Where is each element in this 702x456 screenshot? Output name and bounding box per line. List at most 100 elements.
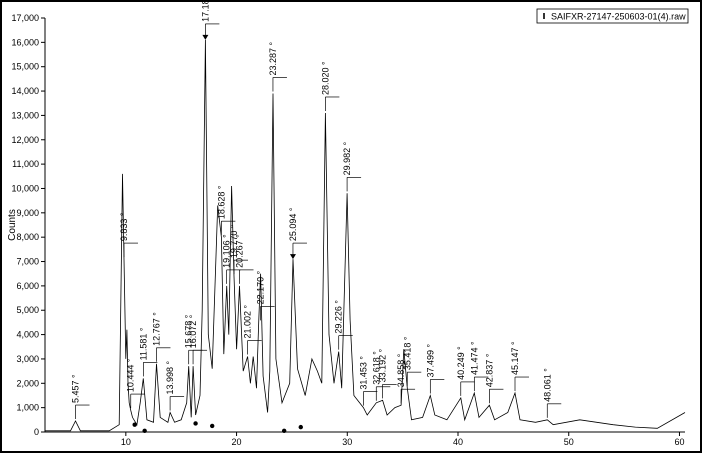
y-tick-label: 12,000 (11, 135, 39, 145)
peak-label-text: 9.833 ° (119, 212, 129, 241)
peak-label-text: 21.002 ° (243, 304, 253, 338)
peak-label-text: 22.170 ° (256, 270, 266, 304)
peak-label: 12.767 ° (151, 312, 171, 362)
legend: SAIFXR-27147-250603-01(4).raw (536, 8, 689, 24)
peak-label-text: 13.998 ° (165, 360, 175, 394)
peak-label-text: 5.457 ° (71, 374, 81, 403)
y-tick-label: 1,000 (16, 403, 39, 413)
y-tick-label: 10,000 (11, 183, 39, 193)
peak-label-text: 32.618 ° (371, 351, 381, 385)
peak-label: 29.226 ° (334, 300, 353, 350)
y-tick-label: 2,000 (16, 378, 39, 388)
y-tick-label: 15,000 (11, 62, 39, 72)
xrd-pattern-chart: 0 1,000 2,000 3,000 4,000 5,000 6,000 7,000 8,00… (7, 0, 689, 447)
marker-dot (209, 423, 215, 429)
markers (132, 34, 303, 433)
plot-area: 0 1,000 2,000 3,000 4,000 5,000 6,000 7,000 8,00… (11, 0, 686, 447)
peak-label: 23.287 ° (268, 41, 287, 92)
peak-label: 13.998 ° (165, 360, 185, 411)
marker-dot (132, 422, 137, 427)
peak-label-text: 28.020 ° (320, 61, 330, 95)
peak-label: 31.453 ° (358, 356, 378, 406)
peak-label-text: 41.474 ° (469, 341, 479, 375)
peak-label: 5.457 ° (71, 374, 90, 420)
peak-label-text: 19.106 ° (222, 234, 232, 268)
peak-label: 18.628 ° (216, 185, 236, 236)
peak-label: 11.581 ° (138, 327, 158, 377)
peak-label: 29.982 ° (342, 141, 362, 192)
peak-labels: 5.457 ° 9.833 ° 10.444 °11.581 ° 12.767 ° 13… (71, 0, 562, 420)
marker-triangle (289, 254, 296, 260)
peak-label-text: 37.499 ° (425, 343, 435, 377)
x-ticks: 10 20 30 40 50 60 (121, 432, 684, 447)
y-tick-label: 7,000 (16, 257, 39, 267)
peak-label: 22.170 ° (256, 270, 275, 321)
y-tick-label: 13,000 (11, 110, 39, 120)
peak-label: 41.474 ° (469, 341, 489, 392)
peak-label: 35.418 ° (402, 336, 422, 387)
peak-label: 40.249 ° (456, 346, 475, 396)
marker-dot (298, 424, 303, 430)
peak-label: 42.837 ° (484, 353, 504, 404)
peak-label-text: 16.072 ° (188, 314, 198, 348)
legend-entry: SAIFXR-27147-250603-01(4).raw (551, 12, 686, 22)
peak-label: 45.147 ° (510, 341, 530, 392)
marker-triangle (202, 34, 209, 40)
y-tick-label: 0 (34, 427, 39, 437)
peak-label-text: 11.581 ° (138, 327, 148, 360)
x-tick-label: 50 (564, 437, 574, 447)
peak-label-text: 40.249 ° (456, 346, 466, 380)
marker-dot (281, 428, 287, 433)
peak-label: 34.858 ° (396, 353, 416, 404)
series-line (45, 39, 686, 432)
peak-label-text: 15.678 ° (184, 314, 194, 348)
peak-label: 19.106 ° (222, 234, 241, 284)
peak-label: 48.061 ° (542, 368, 562, 418)
y-tick-label: 9,000 (16, 208, 39, 218)
peak-label: 21.002 ° (243, 304, 262, 355)
peak-label-text: 45.147 ° (510, 341, 520, 375)
peak-label-text: 33.192 ° (378, 348, 388, 382)
y-tick-label: 8,000 (16, 232, 39, 242)
peak-label-text: 42.837 ° (484, 353, 494, 387)
peak-label: 28.020 ° (320, 61, 340, 111)
peak-label-text: 18.628 ° (216, 185, 226, 219)
peak-label-text: 31.453 ° (358, 356, 368, 390)
peak-label-text: 25.094 ° (288, 207, 298, 241)
peak-label-text: 29.982 ° (342, 141, 352, 175)
x-tick-label: 60 (674, 437, 684, 447)
x-tick-label: 40 (453, 437, 463, 447)
y-tick-label: 4,000 (16, 330, 39, 340)
peak-label: 32.618 ° (371, 351, 391, 401)
y-tick-label: 16,000 (11, 37, 39, 47)
y-tick-label: 17,000 (11, 13, 39, 23)
peak-label-text: 10.444 ° (126, 358, 136, 392)
marker-dot (142, 428, 147, 433)
x-tick-label: 10 (121, 437, 131, 447)
x-tick-label: 30 (342, 437, 352, 447)
y-axis-title: Counts (7, 209, 18, 241)
peak-label-text: 23.287 ° (268, 41, 278, 75)
legend-box (536, 8, 689, 24)
peak-label-text: 29.226 ° (334, 300, 344, 334)
peak-label: 10.444 ° (126, 358, 145, 409)
peak-label: 19.770 ° (229, 224, 249, 275)
marker-dot (193, 421, 198, 426)
peak-label-text: 12.767 ° (151, 312, 161, 346)
peak-label-text: 19.770 ° (229, 224, 239, 258)
peak-label-text: 34.858 ° (396, 353, 406, 387)
y-tick-label: 6,000 (16, 281, 39, 291)
y-tick-label: 11,000 (12, 159, 39, 169)
peak-label-text: 17.184 ° (200, 2, 210, 22)
peak-label: 20.267 ° (235, 234, 254, 284)
peak-label: 33.192 ° (378, 348, 397, 399)
y-tick-label: 3,000 (16, 354, 39, 364)
peak-label: 16.072 ° (188, 314, 208, 365)
peak-label-text: 20.267 ° (235, 234, 245, 268)
y-tick-label: 14,000 (11, 86, 39, 96)
peak-label-text: 48.061 ° (542, 368, 552, 402)
y-ticks: 0 1,000 2,000 3,000 4,000 5,000 6,000 7,000 8,00… (11, 13, 45, 437)
peak-label: 37.499 ° (425, 343, 445, 394)
y-tick-label: 5,000 (16, 305, 39, 315)
